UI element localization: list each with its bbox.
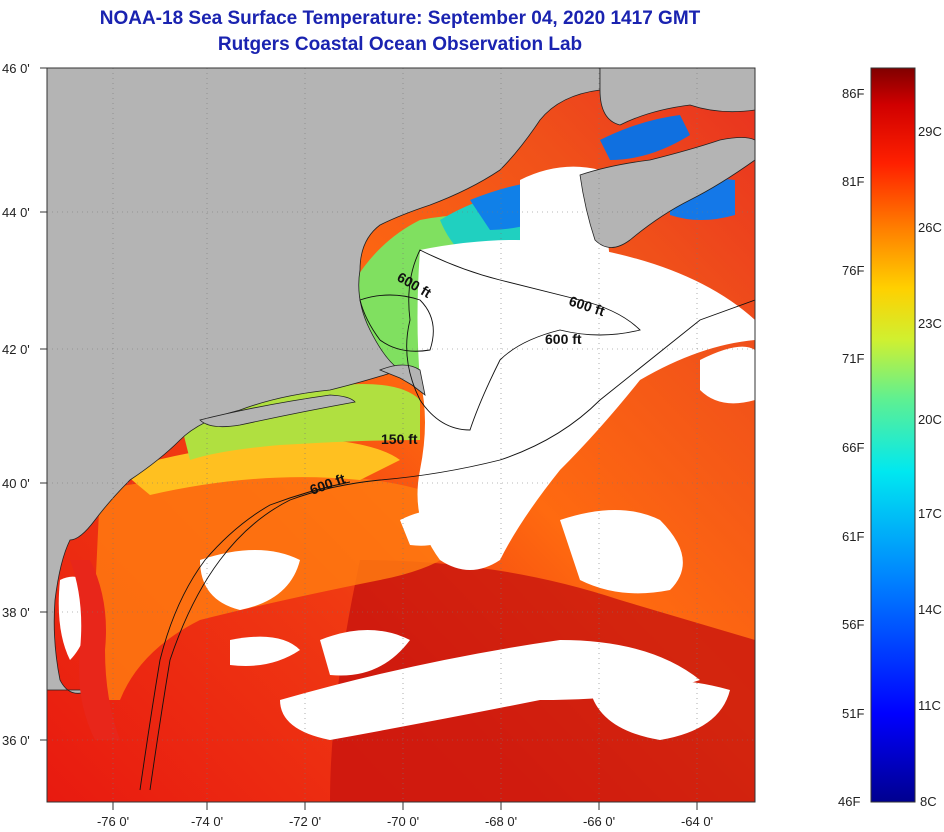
color-scale-bar bbox=[870, 67, 916, 803]
map-frame bbox=[46, 67, 756, 803]
latitude-labels: 46 0' 44 0' 42 0' 40 0' 38 0' 36 0' bbox=[2, 61, 30, 748]
graticule bbox=[47, 68, 755, 802]
scale-label-c: 29C bbox=[918, 124, 942, 139]
lat-label: 42 0' bbox=[2, 342, 30, 357]
scale-label-f: 81F bbox=[842, 174, 864, 189]
scale-label-f: 66F bbox=[842, 440, 864, 455]
lon-label: -68 0' bbox=[485, 814, 517, 829]
map-subtitle: Rutgers Coastal Ocean Observation Lab bbox=[217, 34, 583, 55]
scale-label-c: 14C bbox=[918, 602, 942, 617]
depth-contours bbox=[139, 249, 755, 791]
chesapeake-bay bbox=[70, 560, 120, 740]
contour-label: 600 ft bbox=[545, 331, 582, 347]
scale-label-f: 51F bbox=[842, 706, 864, 721]
fundy-blue bbox=[600, 115, 690, 160]
scale-label-c: 26C bbox=[918, 220, 942, 235]
lon-label: -70 0' bbox=[387, 814, 419, 829]
lon-label: -72 0' bbox=[289, 814, 321, 829]
map-title: NOAA-18 Sea Surface Temperature: Septemb… bbox=[99, 8, 701, 29]
scale-label-f: 76F bbox=[842, 263, 864, 278]
celsius-labels: 29C 26C 23C 20C 17C 14C 11C 8C bbox=[918, 124, 942, 809]
landmass bbox=[47, 68, 755, 694]
lon-label: -66 0' bbox=[583, 814, 615, 829]
scale-label-c: 11C bbox=[918, 698, 941, 713]
scale-label-f: 56F bbox=[842, 617, 864, 632]
lat-label: 46 0' bbox=[2, 61, 30, 76]
contour-labels: 600 ft 600 ft 600 ft 150 ft 600 ft bbox=[308, 269, 608, 498]
lat-label: 38 0' bbox=[2, 605, 30, 620]
scale-label-f: 46F bbox=[838, 794, 860, 809]
lat-label: 40 0' bbox=[2, 476, 30, 491]
scale-label-f: 71F bbox=[842, 351, 864, 366]
scale-label-c: 8C bbox=[920, 794, 937, 809]
scale-label-f: 61F bbox=[842, 529, 864, 544]
lon-label: -64 0' bbox=[681, 814, 713, 829]
fahrenheit-labels: 86F 81F 76F 71F 66F 61F 56F 51F 46F bbox=[838, 86, 864, 809]
cloud-cover bbox=[58, 166, 755, 740]
lon-label: -74 0' bbox=[191, 814, 223, 829]
lat-label: 36 0' bbox=[2, 733, 30, 748]
scale-label-c: 17C bbox=[918, 506, 942, 521]
scale-label-c: 23C bbox=[918, 316, 942, 331]
longitude-labels: -76 0' -74 0' -72 0' -70 0' -68 0' -66 0… bbox=[97, 814, 713, 829]
scale-label-f: 86F bbox=[842, 86, 864, 101]
lat-label: 44 0' bbox=[2, 205, 30, 220]
lon-label: -76 0' bbox=[97, 814, 129, 829]
axis-ticks bbox=[40, 67, 698, 810]
contour-label: 150 ft bbox=[381, 431, 418, 447]
scale-label-c: 20C bbox=[918, 412, 942, 427]
